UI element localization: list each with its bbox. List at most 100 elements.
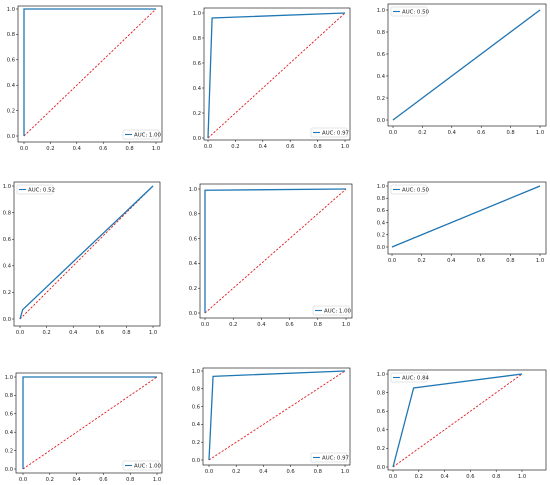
x-tick-label: 0.4 xyxy=(72,477,81,483)
y-tick-label: 0.6 xyxy=(189,236,197,242)
chance-diagonal-line xyxy=(23,8,157,137)
legend-label: AUC: 0.52 xyxy=(28,187,55,193)
y-tick-label: 1.0 xyxy=(377,8,385,14)
legend-box xyxy=(390,184,428,195)
x-tick-label: 0.6 xyxy=(99,477,107,483)
roc-curve xyxy=(22,376,157,469)
legend: AUC: 0.97 xyxy=(310,452,349,463)
roc-curve xyxy=(392,373,523,468)
legend: AUC: 0.84 xyxy=(390,372,429,383)
x-tick-label: 0.0 xyxy=(388,258,396,264)
y-tick-label: 0.4 xyxy=(193,86,202,92)
y-tick-label: 0.2 xyxy=(192,440,200,446)
chance-diagonal-line xyxy=(22,376,158,470)
y-tick-label: 0.4 xyxy=(3,264,12,270)
x-tick-label: 1.0 xyxy=(153,477,161,483)
legend: AUC: 1.00 xyxy=(122,460,161,471)
x-tick-label: 0.8 xyxy=(314,322,322,328)
x-tick-label: 1.0 xyxy=(341,144,349,150)
y-tick-label: 0.6 xyxy=(5,412,13,418)
x-tick-label: 0.2 xyxy=(46,146,54,152)
y-tick-label: 0.4 xyxy=(7,83,16,89)
plot-frame xyxy=(203,7,351,141)
y-tick-label: 0.8 xyxy=(192,387,200,393)
y-tick-label: 0.0 xyxy=(193,136,201,142)
roc-plot-3: 0.0 0.2 0.4 0.6 0.8 1.0 0.0 0.2 0.4 0.6 0.8 1.0 AUC:… xyxy=(377,3,547,136)
y-tick-label: 0.4 xyxy=(5,430,14,436)
x-tick-label: 1.0 xyxy=(152,146,160,152)
x-tick-label: 1.0 xyxy=(536,130,544,136)
x-tick-label: 0.4 xyxy=(448,130,457,136)
x-tick-label: 0.0 xyxy=(19,477,27,483)
x-tick-label: 0.4 xyxy=(73,146,82,152)
y-tick-label: 1.0 xyxy=(3,184,11,190)
x-tick-label: 0.6 xyxy=(96,330,104,336)
roc-plot-4: 0.0 0.2 0.4 0.6 0.8 1.0 0.0 0.2 0.4 0.6 0.8 1.0 AUC:… xyxy=(3,181,161,336)
roc-plot-7: 0.0 0.2 0.4 0.6 0.8 1.0 0.0 0.2 0.4 0.6 0.8 1.0 AUC:… xyxy=(5,372,163,483)
x-tick-label: 0.6 xyxy=(99,146,107,152)
y-tick-label: 0.8 xyxy=(189,212,197,218)
chance-diagonal-line xyxy=(208,370,346,461)
y-tick-label: 0.2 xyxy=(377,233,385,239)
y-tick-label: 0.8 xyxy=(377,196,385,202)
x-tick-label: 1.0 xyxy=(342,322,350,328)
y-tick-label: 0.0 xyxy=(5,467,13,473)
legend-label: AUC: 0.50 xyxy=(402,9,429,15)
y-tick-label: 1.0 xyxy=(192,369,200,375)
x-tick-label: 0.2 xyxy=(418,130,426,136)
legend: AUC: 0.97 xyxy=(310,127,349,138)
y-tick-label: 0.4 xyxy=(377,220,386,226)
x-tick-label: 0.6 xyxy=(285,322,293,328)
x-tick-label: 1.0 xyxy=(341,469,349,475)
x-tick-label: 1.0 xyxy=(536,258,544,264)
x-tick-label: 0.6 xyxy=(286,469,294,475)
y-tick-label: 0.4 xyxy=(377,428,386,434)
x-tick-label: 0.8 xyxy=(506,130,514,136)
legend-box xyxy=(16,184,54,195)
y-tick-label: 0.8 xyxy=(5,393,13,399)
x-tick-label: 0.0 xyxy=(205,469,213,475)
legend-box xyxy=(390,6,428,17)
y-tick-label: 0.2 xyxy=(189,286,197,292)
legend: AUC: 0.50 xyxy=(390,184,429,195)
legend-label: AUC: 0.84 xyxy=(402,375,429,381)
y-tick-label: 0.2 xyxy=(3,290,11,296)
plot-frame xyxy=(17,5,163,143)
plot-frame xyxy=(202,367,351,466)
plot-frame xyxy=(387,369,547,471)
roc-curve xyxy=(204,188,347,313)
x-tick-label: 0.0 xyxy=(204,144,212,150)
x-tick-label: 1.0 xyxy=(149,330,157,336)
roc-curve xyxy=(19,185,154,320)
y-tick-label: 0.4 xyxy=(377,74,386,80)
roc-curve xyxy=(23,8,156,136)
y-tick-label: 0.0 xyxy=(377,118,385,124)
x-tick-label: 0.2 xyxy=(417,258,425,264)
legend-label: AUC: 1.00 xyxy=(134,463,161,469)
y-tick-label: 0.2 xyxy=(7,108,15,114)
roc-plot-8: 0.0 0.2 0.4 0.6 0.8 1.0 0.0 0.2 0.4 0.6 0.8 1.0 AUC:… xyxy=(192,367,351,475)
legend: AUC: 0.52 xyxy=(16,184,55,195)
y-tick-label: 0.8 xyxy=(377,390,385,396)
y-tick-label: 0.6 xyxy=(3,237,11,243)
roc-plot-1: 0.0 0.2 0.4 0.6 0.8 1.0 0.0 0.2 0.4 0.6 0.8 1.0 AUC:… xyxy=(7,5,163,152)
y-tick-label: 0.0 xyxy=(189,311,197,317)
x-tick-label: 0.0 xyxy=(389,130,397,136)
legend-label: AUC: 1.00 xyxy=(324,308,351,314)
y-tick-label: 0.8 xyxy=(7,32,15,38)
roc-plot-5: 0.0 0.2 0.4 0.6 0.8 1.0 0.0 0.2 0.4 0.6 0.8 1.0 AUC:… xyxy=(189,183,353,328)
x-tick-label: 0.6 xyxy=(286,144,294,150)
x-tick-label: 0.2 xyxy=(46,477,54,483)
y-tick-label: 0.8 xyxy=(377,30,385,36)
x-tick-label: 0.2 xyxy=(232,469,240,475)
x-tick-label: 0.4 xyxy=(259,144,268,150)
y-tick-label: 0.4 xyxy=(189,261,198,267)
chance-diagonal-line xyxy=(204,188,347,314)
x-tick-label: 1.0 xyxy=(518,474,526,480)
plot-frame xyxy=(13,181,161,327)
x-tick-label: 0.8 xyxy=(126,477,134,483)
x-tick-label: 0.6 xyxy=(477,130,485,136)
x-tick-label: 0.0 xyxy=(20,146,28,152)
